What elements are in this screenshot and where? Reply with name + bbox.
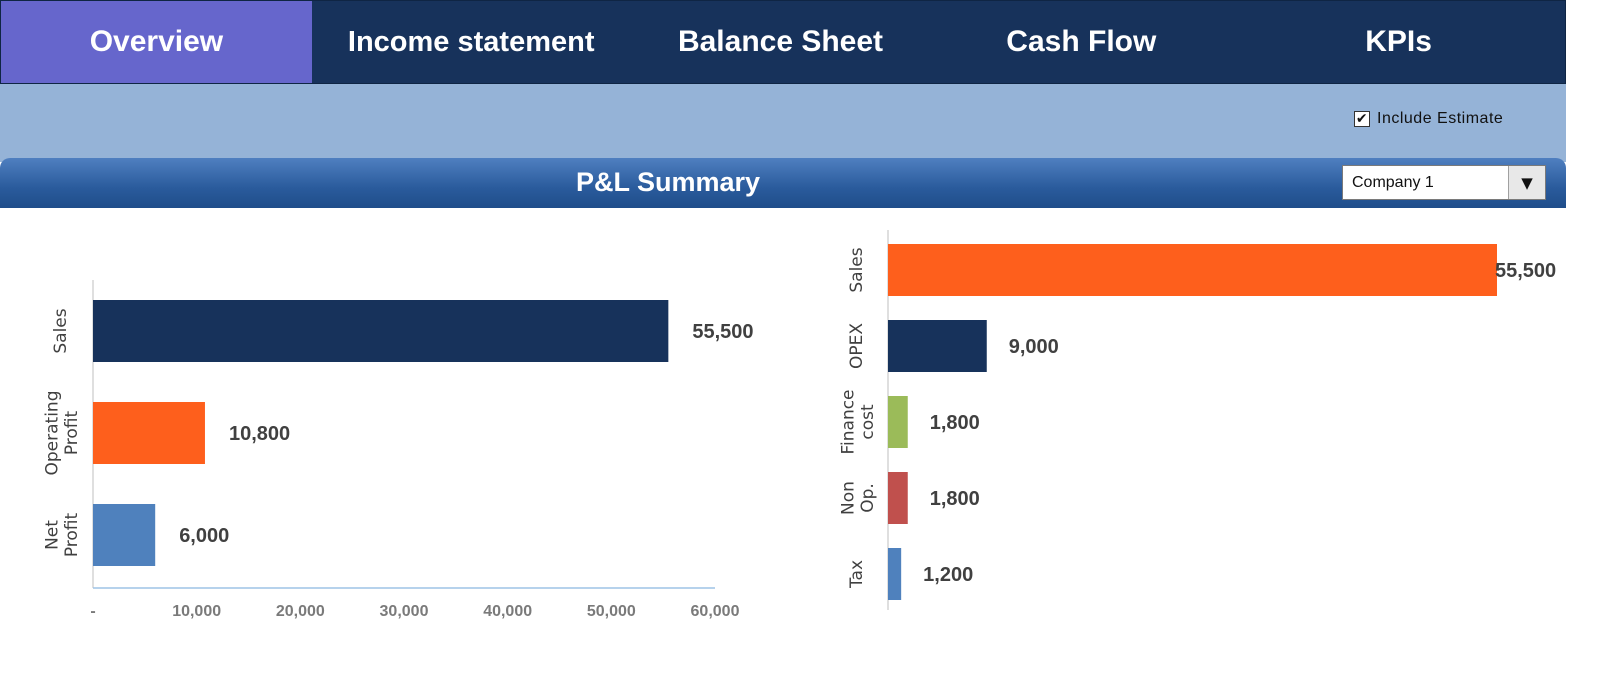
include-estimate-label: Include Estimate	[1377, 110, 1504, 127]
bar-tax	[888, 548, 902, 600]
company-select-value: Company 1	[1352, 173, 1434, 191]
x-tick-label: 10,000	[172, 603, 221, 620]
tab-overview[interactable]: Overview	[1, 1, 312, 83]
category-label-operating-profit: OperatingProfit	[42, 391, 82, 476]
options-band	[0, 84, 1566, 162]
category-label-sales: Sales	[847, 247, 867, 292]
category-label-opex: OPEX	[847, 323, 867, 369]
value-label-sales: 55,500	[1495, 260, 1556, 282]
value-label-finance-cost: 1,800	[930, 412, 980, 434]
category-label-group: OperatingProfit	[42, 391, 82, 476]
category-label-tax: Tax	[847, 560, 867, 589]
x-tick-label: 20,000	[276, 603, 325, 620]
tab-kpis[interactable]: KPIs	[1365, 25, 1432, 58]
value-label-sales: 55,500	[692, 321, 753, 343]
value-label-opex: 9,000	[1009, 336, 1059, 358]
x-tick-label: 40,000	[483, 603, 532, 620]
include-estimate-checkbox[interactable]: ✔	[1354, 111, 1370, 127]
category-label-non-op: NonOp.	[838, 481, 878, 515]
bar-non-op	[888, 472, 908, 524]
category-label-group: OPEX	[847, 323, 867, 369]
bar-finance-cost	[888, 396, 908, 448]
category-label-group: Sales	[847, 247, 867, 292]
value-label-net-profit: 6,000	[179, 525, 229, 547]
nav-tabbar: Overview Income statement Balance Sheet …	[0, 0, 1566, 84]
category-label-group: Financecost	[838, 389, 878, 454]
category-label-finance-cost: Financecost	[838, 389, 878, 454]
value-label-non-op: 1,800	[930, 488, 980, 510]
category-label-sales: Sales	[51, 308, 71, 353]
bar-sales	[93, 300, 669, 362]
category-label-net-profit: NetProfit	[42, 512, 82, 557]
x-tick-label: 60,000	[691, 603, 740, 620]
x-tick-label: 50,000	[587, 603, 636, 620]
tab-balance-sheet[interactable]: Balance Sheet	[677, 25, 884, 58]
value-label-tax: 1,200	[923, 564, 973, 586]
category-label-group: Sales	[51, 308, 71, 353]
x-tick-label: -	[90, 603, 95, 620]
tab-income-statement[interactable]: Income statement	[347, 25, 595, 58]
pl-summary-chart: 55,500 Sales 10,800 OperatingProfit 6,000 Net…	[42, 280, 754, 620]
section-title: P&L Summary	[576, 167, 761, 197]
category-label-group: NetProfit	[42, 512, 82, 557]
include-estimate-control[interactable]: ✔ Include Estimate	[1354, 110, 1503, 128]
section-header: P&L Summary	[0, 158, 1566, 208]
bar-sales	[888, 244, 1497, 296]
chevron-down-icon[interactable]: ▼	[1508, 166, 1545, 199]
tab-cash-flow[interactable]: Cash Flow	[1006, 25, 1157, 58]
category-label-group: Tax	[847, 560, 867, 589]
category-label-group: NonOp.	[838, 481, 878, 515]
bar-opex	[888, 320, 987, 372]
company-select[interactable]: Company 1 ▼	[1342, 165, 1546, 200]
bar-net-profit	[93, 504, 156, 566]
pl-breakdown-chart: 55,500 Sales 9,000 OPEX 1,800 Financecost 1,80…	[838, 230, 1556, 610]
x-tick-label: 30,000	[380, 603, 429, 620]
value-label-operating-profit: 10,800	[229, 423, 290, 445]
bar-operating-profit	[93, 402, 205, 464]
